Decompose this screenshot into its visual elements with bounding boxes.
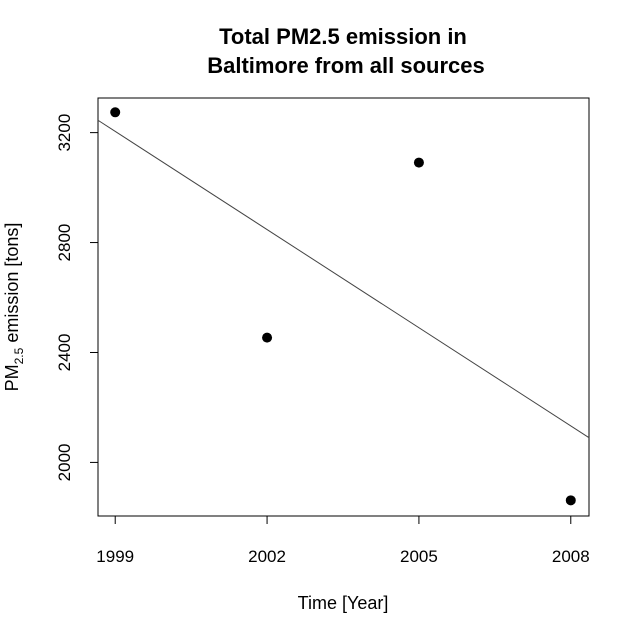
x-tick-label: 2008 bbox=[552, 547, 590, 566]
data-point bbox=[110, 107, 121, 118]
data-point bbox=[262, 332, 273, 343]
data-points bbox=[110, 107, 576, 506]
data-point bbox=[565, 495, 576, 506]
y-tick-label: 2000 bbox=[55, 443, 74, 481]
y-axis-label-subscript: 2.5 bbox=[12, 347, 26, 364]
y-axis-label: PM2.5 emission [tons] bbox=[2, 223, 26, 392]
y-axis-label-suffix: emission [tons] bbox=[2, 223, 22, 348]
x-axis: 1999 2002 2005 2008 bbox=[96, 516, 590, 566]
trend-line bbox=[97, 119, 590, 439]
y-axis: 2000 2400 2800 3200 bbox=[55, 114, 98, 481]
y-axis-label-prefix: PM bbox=[2, 364, 22, 391]
x-tick-label: 2005 bbox=[400, 547, 438, 566]
x-tick-label: 2002 bbox=[248, 547, 286, 566]
y-tick-label: 2800 bbox=[55, 224, 74, 262]
y-tick-label: 3200 bbox=[55, 114, 74, 152]
plot-frame bbox=[97, 97, 590, 517]
y-tick-label: 2400 bbox=[55, 334, 74, 372]
x-tick-label: 1999 bbox=[96, 547, 134, 566]
chart-title-line-2: Baltimore from all sources bbox=[207, 53, 485, 78]
data-point bbox=[413, 157, 424, 168]
chart-title-line-1: Total PM2.5 emission in bbox=[219, 24, 467, 49]
x-axis-label: Time [Year] bbox=[298, 593, 389, 613]
